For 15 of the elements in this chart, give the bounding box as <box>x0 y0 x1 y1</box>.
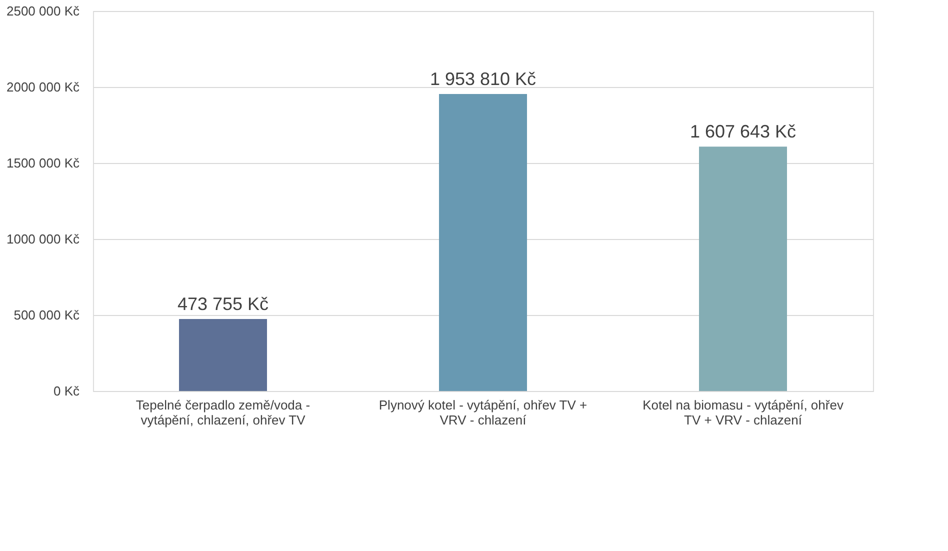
x-tick-label: Plynový kotel - vytápění, ohřev TV + VRV - chlazení <box>378 398 588 428</box>
data-label: 1 607 643 Kč <box>690 122 796 142</box>
x-tick-label: Tepelné čerpadlo země/voda - vytápění, chlazení, ohřev TV <box>136 398 310 428</box>
y-tick-label: 0 Kč <box>53 384 80 398</box>
data-label: 1 953 810 Kč <box>430 69 536 90</box>
bar <box>699 146 787 391</box>
y-tick-label: 500 000 Kč <box>14 308 80 322</box>
data-label: 473 755 Kč <box>177 294 269 314</box>
y-tick-label: 2500 000 Kč <box>6 4 80 18</box>
x-tick-label: Kotel na biomasu - vytápění, ohřev TV + VRV - chlazení <box>642 398 844 428</box>
bar <box>179 318 267 391</box>
y-tick-label: 2000 000 Kč <box>6 80 80 94</box>
bar <box>439 94 527 391</box>
y-tick-label: 1000 000 Kč <box>6 232 80 246</box>
y-tick-label: 1500 000 Kč <box>6 156 80 170</box>
